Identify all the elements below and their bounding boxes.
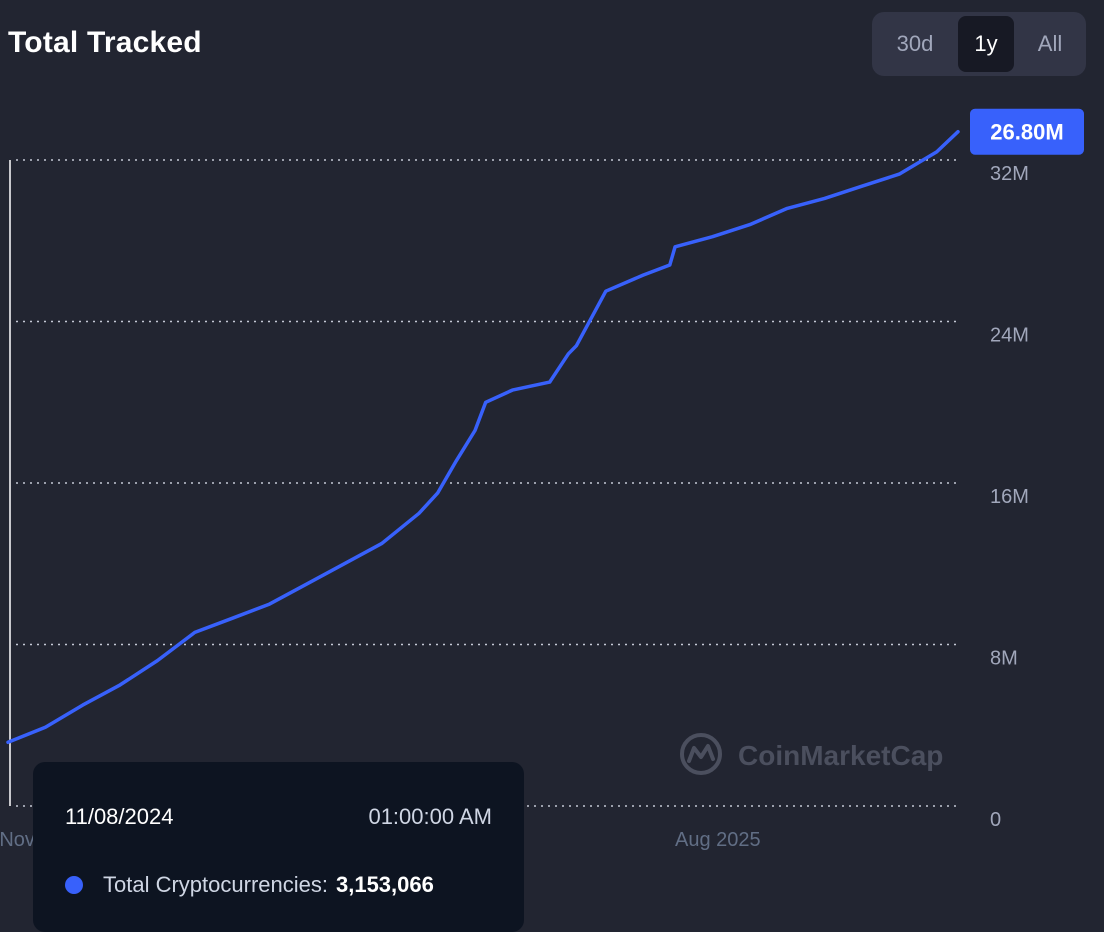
y-tick-label: 0 [990, 809, 1001, 831]
tooltip-series-value: 3,153,066 [335, 872, 434, 897]
tooltip-date: 11/08/2024 [65, 804, 174, 829]
series-line [6, 129, 960, 745]
range-1y-button[interactable]: 1y [958, 16, 1014, 72]
current-value-badge: 26.80M [970, 108, 1084, 155]
y-tick-label: 16M [990, 486, 1029, 508]
current-value-badge-bg [970, 108, 1084, 155]
tooltip-series-label: Total Cryptocurrencies: [103, 872, 328, 897]
coinmarketcap-logo-icon [680, 733, 722, 775]
grid-lines [16, 159, 958, 807]
series-color-dot [65, 876, 83, 894]
range-all-button[interactable]: All [1037, 31, 1063, 56]
y-tick-label: 24M [990, 325, 1029, 347]
current-value-label: 26.80M [990, 120, 1063, 145]
y-tick-label: 8M [990, 648, 1018, 670]
y-tick-label: 32M [990, 163, 1029, 185]
coinmarketcap-watermark: CoinMarketCap [680, 733, 943, 775]
hover-tooltip: 11/08/2024 01:00:00 AM Total Cryptocurre… [33, 762, 524, 932]
watermark-text: CoinMarketCap [738, 740, 943, 771]
tooltip-time: 01:00:00 AM [368, 804, 492, 829]
range-selector: 30d 1y All [872, 12, 1086, 76]
range-30d-button[interactable]: 30d [896, 31, 934, 56]
page-title: Total Tracked [8, 26, 202, 59]
x-tick-label: Aug 2025 [675, 829, 761, 851]
y-axis-labels: 32M 24M 16M 8M 0 [990, 163, 1029, 831]
tooltip-series-row: Total Cryptocurrencies: 3,153,066 [65, 872, 434, 898]
